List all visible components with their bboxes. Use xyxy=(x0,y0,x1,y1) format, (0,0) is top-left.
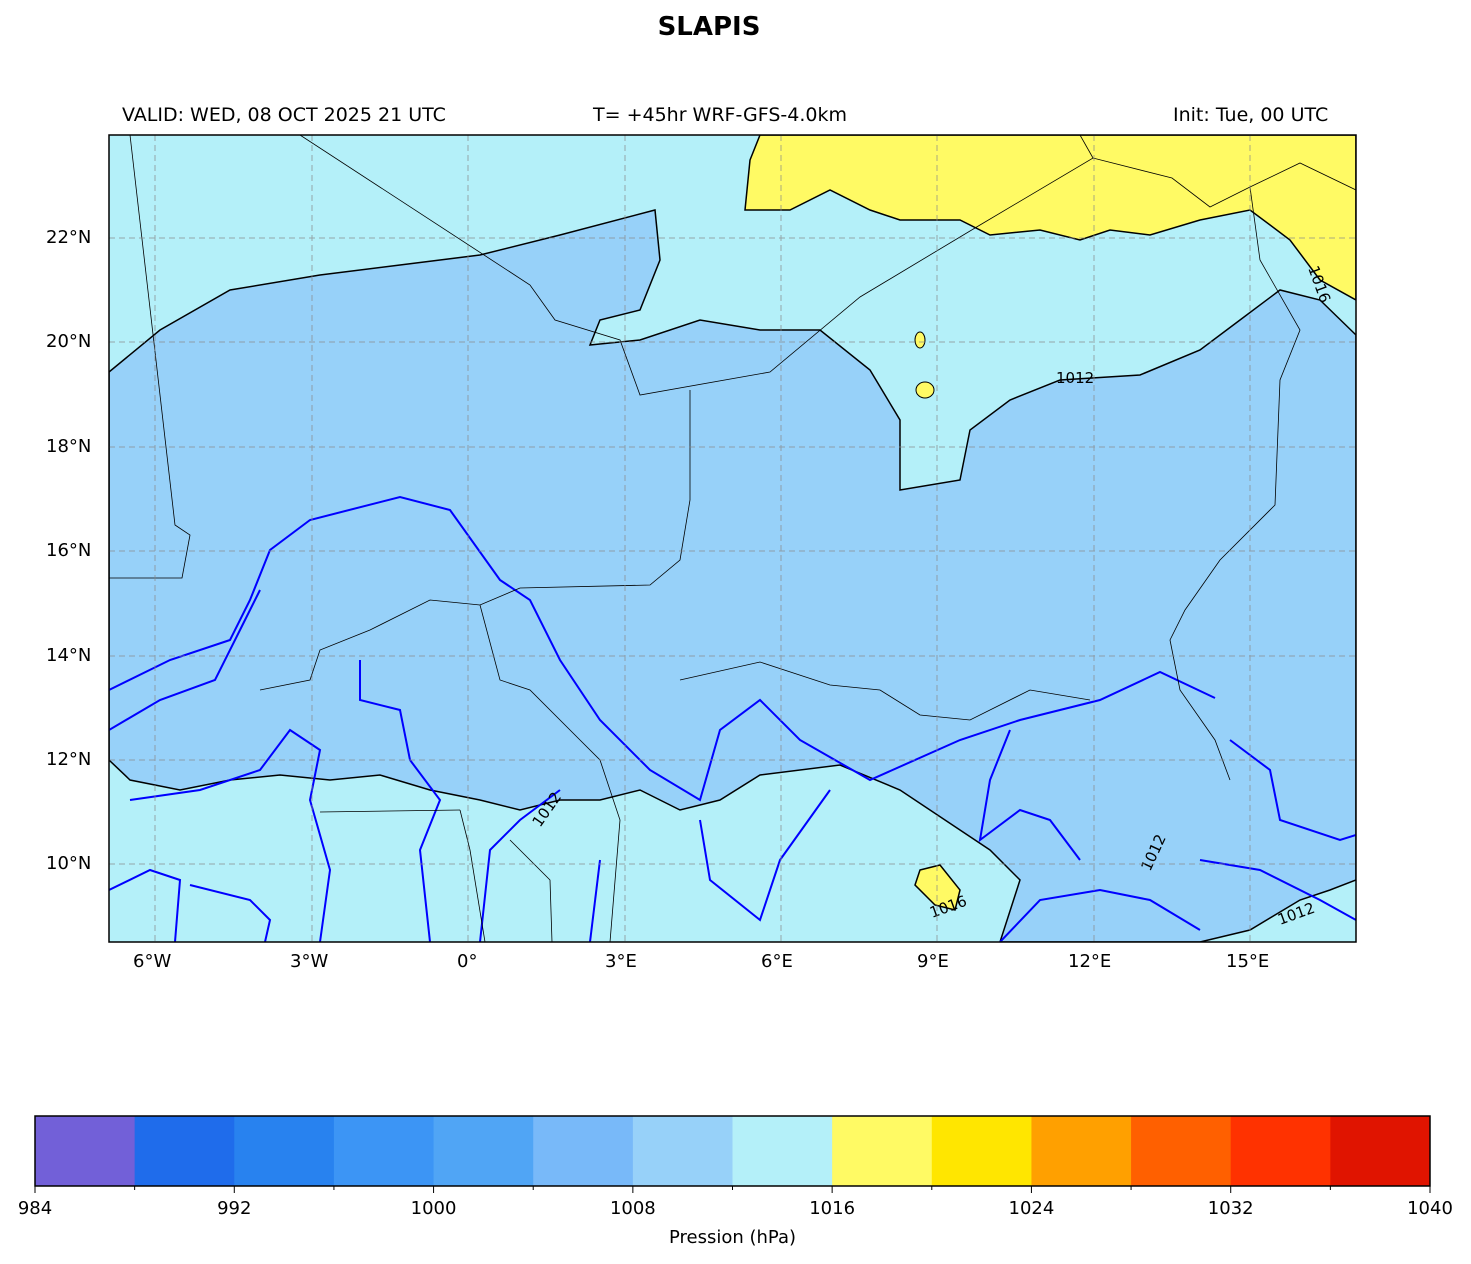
isobar-lines xyxy=(109,495,1356,942)
lat-tick: 18°N xyxy=(46,436,92,457)
colorbar-bin xyxy=(433,1116,534,1186)
colorbar xyxy=(34,1115,1431,1193)
valid-time: VALID: WED, 08 OCT 2025 21 UTC xyxy=(122,104,446,126)
colorbar-bin xyxy=(732,1116,833,1186)
colorbar-bin xyxy=(1230,1116,1331,1186)
lon-tick: 12°E xyxy=(1068,951,1112,972)
colorbar-bin xyxy=(333,1116,435,1186)
lat-tick: 12°N xyxy=(46,749,92,770)
lon-tick: 6°E xyxy=(761,951,793,972)
pressure-field xyxy=(109,135,1356,942)
colorbar-bin xyxy=(632,1116,733,1186)
init-time: Init: Tue, 00 UTC xyxy=(1173,104,1329,126)
colorbar-bin xyxy=(832,1116,933,1186)
colorbar-tick: 984 xyxy=(17,1198,53,1219)
colorbar-bin xyxy=(1330,1116,1431,1186)
colorbar-bin xyxy=(1131,1116,1232,1186)
colorbar-bin xyxy=(931,1116,1032,1186)
lon-tick: 0° xyxy=(457,951,478,972)
colorbar-bin xyxy=(35,1116,136,1186)
lat-tick: 14°N xyxy=(46,645,92,666)
colorbar-bin xyxy=(1031,1116,1132,1186)
field-1016-1020-spot xyxy=(915,381,935,399)
colorbar-bin xyxy=(134,1116,235,1186)
lon-tick: 9°E xyxy=(917,951,949,972)
gridlines xyxy=(109,135,1356,942)
colorbar-bin xyxy=(234,1116,335,1186)
colorbar-tick: 992 xyxy=(217,1198,252,1219)
colorbar-tick: 1016 xyxy=(809,1198,856,1219)
colorbar-label: Pression (hPa) xyxy=(668,1227,797,1248)
chart-title: SLAPIS xyxy=(657,12,761,42)
colorbar-tick: 1040 xyxy=(1407,1198,1453,1219)
colorbar-bin xyxy=(533,1116,634,1186)
lat-tick: 20°N xyxy=(46,331,92,352)
colorbar-tick: 1000 xyxy=(410,1198,457,1219)
colorbar-tick: 1008 xyxy=(609,1198,656,1219)
lon-tick: 6°W xyxy=(133,951,172,972)
lon-tick: 15°E xyxy=(1226,951,1270,972)
country-borders xyxy=(109,135,1356,942)
lon-tick: 3°E xyxy=(605,951,637,972)
contour-label: 1012 xyxy=(1056,369,1094,387)
colorbar-frame xyxy=(34,1115,1431,1187)
field-1008-1012 xyxy=(109,209,1356,942)
map-frame xyxy=(108,134,1357,943)
field-1016-1020-north xyxy=(744,135,1356,301)
colorbar-tick: 1024 xyxy=(1008,1198,1055,1219)
colorbar-tick: 1032 xyxy=(1207,1198,1254,1219)
forecast-step: T= +45hr WRF-GFS-4.0km xyxy=(593,104,847,126)
lat-tick: 10°N xyxy=(46,853,92,874)
field-1016-1020-spot xyxy=(914,331,926,349)
lat-tick: 16°N xyxy=(46,540,92,561)
lat-tick: 22°N xyxy=(46,227,92,248)
lon-tick: 3°W xyxy=(290,951,329,972)
